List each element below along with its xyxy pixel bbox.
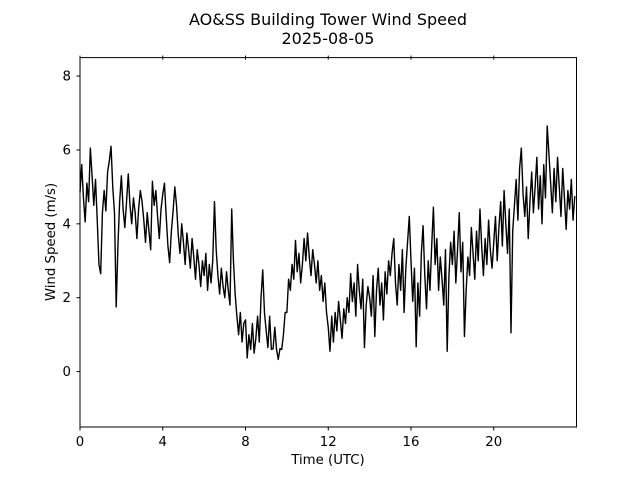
y-tick-label: 4 [63,217,71,232]
chart-subtitle: 2025-08-05 [282,29,375,48]
x-tick-label: 8 [241,435,249,450]
y-tick-label: 6 [63,143,71,158]
y-tick-label: 8 [63,70,71,85]
x-tick-label: 20 [485,435,502,450]
axis-ticks [76,55,495,431]
x-tick-label: 0 [76,435,84,450]
x-tick-label: 16 [403,435,420,450]
wind-speed-line [79,125,576,361]
y-axis-label: Wind Speed (m/s) [44,183,59,301]
chart-title: AO&SS Building Tower Wind Speed [189,10,467,29]
y-tick-label: 2 [63,291,71,306]
x-axis-label: Time (UTC) [290,453,365,468]
x-tick-label: 4 [159,435,167,450]
x-tick-label: 12 [320,435,337,450]
axis-tick-labels: 0 4 8 12 16 20 0 2 4 6 8 [63,70,503,450]
y-tick-label: 0 [63,365,71,380]
data-series [79,125,576,361]
